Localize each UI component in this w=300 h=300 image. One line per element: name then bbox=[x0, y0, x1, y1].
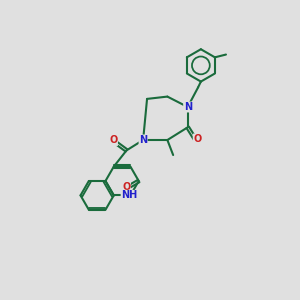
Text: NH: NH bbox=[121, 190, 137, 200]
Text: N: N bbox=[184, 102, 192, 112]
Text: O: O bbox=[109, 136, 118, 146]
Text: N: N bbox=[139, 135, 147, 145]
Text: O: O bbox=[122, 182, 130, 192]
Text: O: O bbox=[193, 134, 202, 144]
